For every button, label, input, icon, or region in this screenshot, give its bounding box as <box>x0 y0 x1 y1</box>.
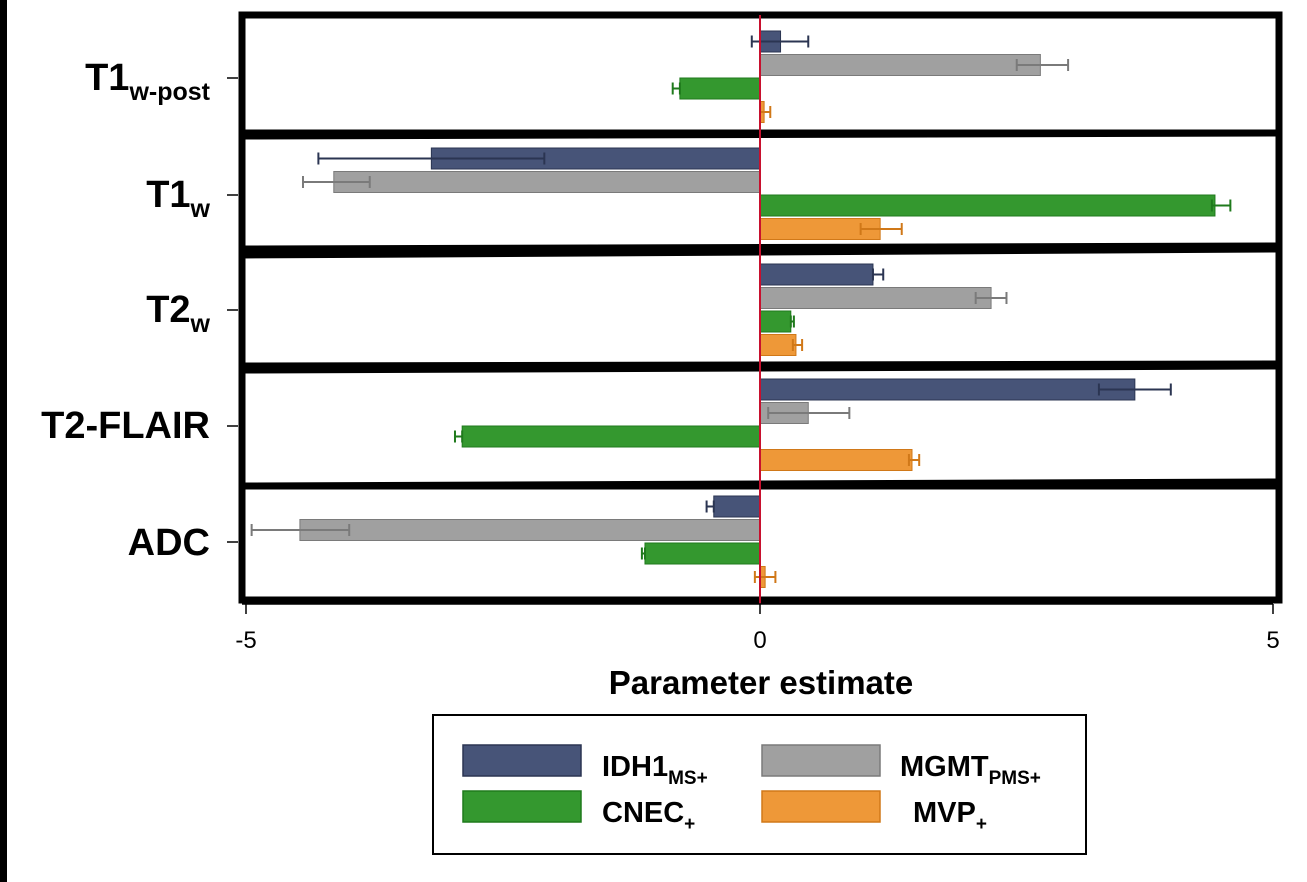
errorbars-layer <box>250 35 1232 583</box>
y-label-t2w: T2w <box>146 289 210 338</box>
bar-cnec-cat3 <box>461 425 761 448</box>
legend-swatch-mvp <box>761 790 881 823</box>
legend-swatch-idh1 <box>462 744 582 777</box>
y-label-t1w: T1w <box>146 174 210 223</box>
errorbar-mvp-cat3 <box>907 454 921 466</box>
errorbar-cnec-cat2 <box>789 315 795 328</box>
bar-mgmt-cat1 <box>333 171 761 193</box>
errorbar-mvp-cat1 <box>859 223 903 235</box>
errorbar-mvp-cat2 <box>791 339 804 351</box>
errorbar-mgmt-cat2 <box>974 292 1008 304</box>
errorbar-idh1-cat4 <box>705 500 715 513</box>
bars-layer <box>299 30 1216 588</box>
bar-cnec-cat4 <box>644 542 761 565</box>
errorbar-mgmt-cat0 <box>1015 59 1070 71</box>
y-label-adc: ADC <box>128 522 210 564</box>
errorbar-cnec-cat1 <box>1210 199 1232 212</box>
bar-mvp-cat3 <box>759 449 913 471</box>
x-axis-title: Parameter estimate <box>609 664 914 701</box>
errorbar-mgmt-cat3 <box>767 407 851 419</box>
bar-mvp-cat2 <box>759 334 797 356</box>
bar-cnec-cat2 <box>759 310 792 333</box>
left-edge-bar <box>0 0 7 882</box>
x-axis: -5 0 5 Parameter estimate <box>235 603 1280 701</box>
errorbar-cnec-cat4 <box>640 547 646 560</box>
errorbar-mgmt-cat1 <box>301 176 371 188</box>
legend-box <box>432 714 1087 855</box>
bar-mgmt-cat2 <box>759 287 992 309</box>
x-tick-label-5: 5 <box>1266 627 1279 654</box>
errorbar-mvp-cat4 <box>753 571 777 583</box>
bar-mgmt-cat4 <box>299 519 761 541</box>
bar-idh1-cat2 <box>759 263 874 286</box>
errorbar-cnec-cat0 <box>671 82 681 95</box>
frame-t2-flair <box>238 362 1283 490</box>
legend-label-cnec: CNEC+ <box>602 797 695 835</box>
errorbar-idh1-cat3 <box>1097 383 1172 396</box>
legend-swatch-cnec <box>462 790 582 823</box>
errorbar-cnec-cat3 <box>453 430 464 443</box>
y-label-t2-flair: T2-FLAIR <box>41 405 210 447</box>
legend-label-mgmt: MGMTPMS+ <box>900 751 1041 789</box>
legend: IDH1MS+ MGMTPMS+ CNEC+ MVP+ <box>432 714 1087 855</box>
errorbar-idh1-cat2 <box>871 268 885 281</box>
legend-swatch-mgmt <box>761 744 881 777</box>
bar-idh1-cat3 <box>759 378 1136 401</box>
bar-cnec-cat1 <box>759 194 1216 217</box>
errorbar-idh1-cat1 <box>317 152 546 165</box>
legend-label-mvp: MVP+ <box>913 797 987 835</box>
y-axis-labels: T1w-post T1w T2w T2-FLAIR ADC <box>41 57 238 564</box>
x-tick-label-neg5: -5 <box>235 627 256 654</box>
bar-cnec-cat0 <box>679 77 761 100</box>
errorbar-mgmt-cat4 <box>250 524 351 536</box>
errorbar-idh1-cat0 <box>750 35 810 48</box>
bar-mgmt-cat0 <box>759 54 1041 76</box>
y-label-t1w-post: T1w-post <box>85 57 211 106</box>
bar-idh1-cat4 <box>713 495 761 518</box>
x-tick-label-0: 0 <box>753 627 766 654</box>
legend-label-idh1: IDH1MS+ <box>602 751 708 789</box>
